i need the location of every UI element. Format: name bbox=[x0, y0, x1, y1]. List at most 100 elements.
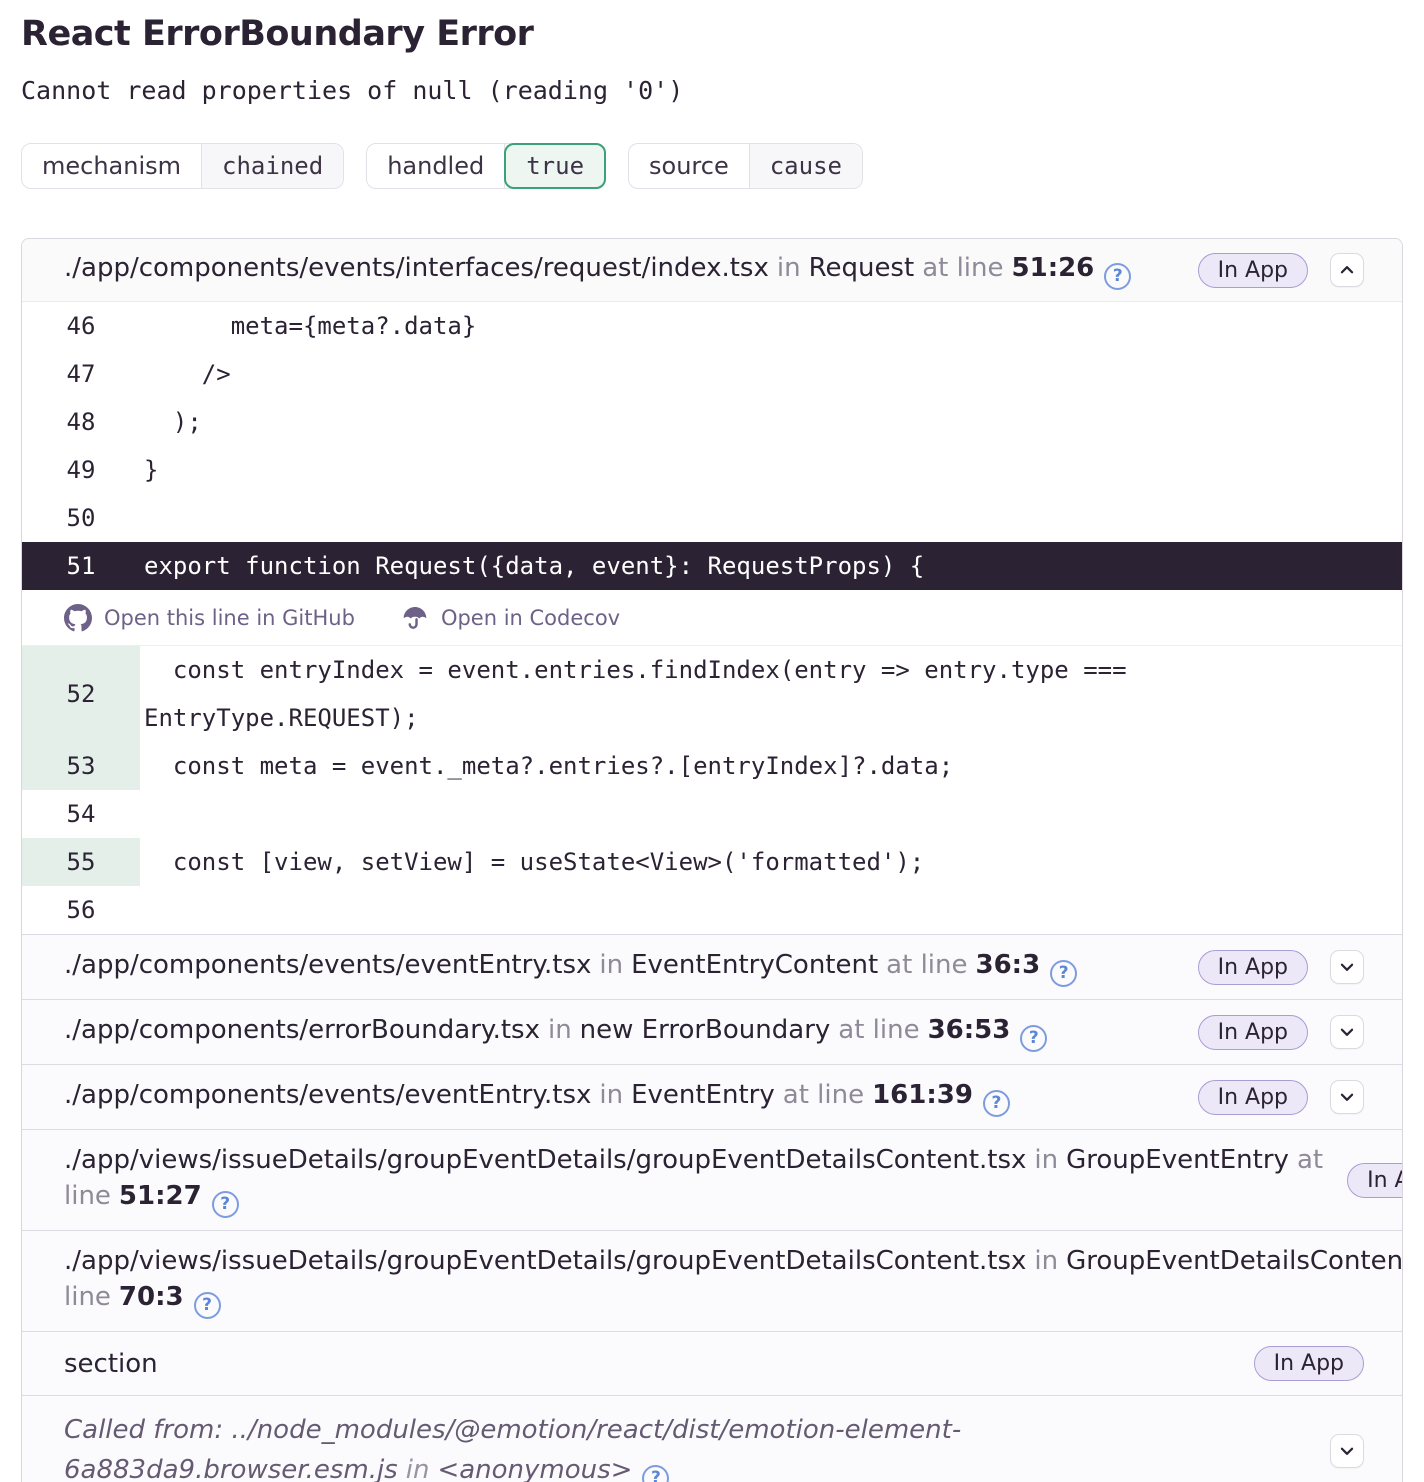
frame-in-label: in bbox=[599, 1080, 624, 1110]
expand-frame-button[interactable] bbox=[1330, 1434, 1364, 1468]
open-in-github-link[interactable]: Open this line in GitHub bbox=[64, 603, 355, 632]
stack-frame-header[interactable]: ./app/components/events/interfaces/reque… bbox=[22, 239, 1402, 302]
code-actions-bar: Open this line in GitHub Open in Codecov bbox=[22, 590, 1402, 646]
page-title: React ErrorBoundary Error bbox=[21, 14, 534, 54]
code-line: 46 meta={meta?.data} bbox=[22, 302, 1402, 350]
expand-frame-button[interactable] bbox=[1330, 950, 1364, 984]
frame-line-number: 70:3 bbox=[118, 1282, 184, 1312]
in-app-badge[interactable]: In App bbox=[1253, 1346, 1364, 1381]
frame-actions: In App bbox=[1197, 949, 1364, 985]
code-text bbox=[140, 790, 160, 838]
frame-actions: In App bbox=[1197, 252, 1364, 288]
frame-atline-label: at line bbox=[922, 253, 1004, 283]
code-line: 48 ); bbox=[22, 398, 1402, 446]
frame-function: GroupEventDetailsContent bbox=[1066, 1246, 1403, 1276]
frame-in-label: in bbox=[405, 1455, 430, 1482]
tag-value: chained bbox=[202, 144, 344, 188]
frame-path: ./app/components/events/interfaces/reque… bbox=[64, 253, 769, 283]
in-app-badge[interactable]: In App bbox=[1197, 1014, 1308, 1050]
expand-frame-button[interactable] bbox=[1330, 1080, 1364, 1114]
line-number: 52 bbox=[22, 646, 140, 742]
collapse-frame-button[interactable] bbox=[1330, 253, 1364, 287]
stack-frame[interactable]: ./app/views/issueDetails/groupEventDetai… bbox=[22, 1129, 1402, 1230]
line-number: 53 bbox=[22, 742, 140, 790]
frame-line-number: 36:3 bbox=[975, 950, 1041, 980]
frame-in-label: in bbox=[1034, 1246, 1059, 1276]
frame-function: Request bbox=[808, 253, 915, 283]
code-line: 56 bbox=[22, 886, 1402, 934]
code-line: 54 bbox=[22, 790, 1402, 838]
frame-in-label: in bbox=[776, 253, 801, 283]
tag-value: true bbox=[504, 143, 607, 189]
frame-atline-label: at line bbox=[64, 1145, 1324, 1211]
line-number: 46 bbox=[66, 312, 96, 340]
frame-in-label: in bbox=[1034, 1145, 1059, 1175]
code-text: const entryIndex = event.entries.findInd… bbox=[144, 656, 1127, 732]
help-icon[interactable]: ? bbox=[1104, 263, 1132, 290]
chevron-up-icon bbox=[1340, 266, 1354, 274]
in-app-badge[interactable]: In App bbox=[1197, 252, 1308, 288]
tag-value: cause bbox=[749, 144, 862, 188]
code-text: meta={meta?.data} bbox=[144, 312, 477, 340]
frame-path: ./app/components/events/eventEntry.tsx bbox=[64, 1080, 592, 1110]
frame-in-label: in bbox=[547, 1015, 572, 1045]
in-app-badge[interactable]: In App bbox=[1197, 1079, 1308, 1115]
help-icon[interactable]: ? bbox=[1020, 1025, 1048, 1052]
called-from-frame[interactable]: Called from: ../node_modules/@emotion/re… bbox=[22, 1395, 1402, 1482]
stack-frame[interactable]: ./app/components/errorBoundary.tsx in new … bbox=[22, 999, 1402, 1064]
frame-title: ./app/components/errorBoundary.tsx in new … bbox=[64, 1012, 1198, 1052]
code-line-highlighted: 53 const meta = event._meta?.entries?.[e… bbox=[22, 742, 1402, 790]
section-label: section bbox=[64, 1348, 158, 1379]
frame-line-number: 36:53 bbox=[927, 1015, 1011, 1045]
code-text: export function Request({data, event}: R… bbox=[144, 552, 925, 580]
code-line: 47 /> bbox=[22, 350, 1402, 398]
expand-frame-button[interactable] bbox=[1330, 1015, 1364, 1049]
open-in-codecov-link[interactable]: Open in Codecov bbox=[401, 604, 620, 632]
frame-path: ./app/views/issueDetails/groupEventDetai… bbox=[64, 1145, 1027, 1175]
in-app-badge[interactable]: In App bbox=[1197, 949, 1308, 985]
frame-title: ./app/views/issueDetails/groupEventDetai… bbox=[64, 1243, 1403, 1319]
called-from-path: ../node_modules/@emotion/react/dist/emot… bbox=[64, 1415, 962, 1482]
github-icon bbox=[64, 603, 92, 631]
stack-frame[interactable]: ./app/components/events/eventEntry.tsx in… bbox=[22, 1064, 1402, 1129]
frame-path: ./app/components/errorBoundary.tsx bbox=[64, 1015, 540, 1045]
chevron-down-icon bbox=[1340, 1028, 1354, 1036]
frame-atline-label: at line bbox=[838, 1015, 920, 1045]
stack-frame[interactable]: ./app/views/issueDetails/groupEventDetai… bbox=[22, 1230, 1402, 1331]
help-icon[interactable]: ? bbox=[211, 1191, 239, 1218]
frame-atline-label: at line bbox=[886, 950, 968, 980]
code-line-highlighted: 52 const entryIndex = event.entries.find… bbox=[22, 646, 1402, 742]
frame-title: ./app/components/events/eventEntry.tsx in… bbox=[64, 1077, 1198, 1117]
chevron-down-icon bbox=[1340, 963, 1354, 971]
frame-line-number: 161:39 bbox=[872, 1080, 973, 1110]
in-app-badge[interactable]: In App bbox=[1347, 1162, 1402, 1198]
frame-title: ./app/components/events/interfaces/reque… bbox=[64, 250, 1198, 290]
help-icon[interactable]: ? bbox=[193, 1292, 221, 1319]
frame-function: EventEntry bbox=[631, 1080, 775, 1110]
frame-line-number: 51:26 bbox=[1011, 253, 1095, 283]
called-from-function: <anonymous> bbox=[437, 1455, 633, 1482]
frame-actions: In App bbox=[1347, 1162, 1402, 1198]
open-in-codecov-label: Open in Codecov bbox=[440, 605, 621, 630]
code-line-highlighted: 55 const [view, setView] = useState<View… bbox=[22, 838, 1402, 886]
stack-frame[interactable]: ./app/components/events/eventEntry.tsx in… bbox=[22, 934, 1402, 999]
called-from-text: Called from: ../node_modules/@emotion/re… bbox=[64, 1410, 1330, 1482]
tag-mechanism[interactable]: mechanism chained bbox=[21, 143, 345, 189]
tag-key: mechanism bbox=[22, 144, 203, 188]
line-number: 48 bbox=[66, 408, 96, 436]
frame-path: ./app/views/issueDetails/groupEventDetai… bbox=[64, 1246, 1027, 1276]
code-line: 49} bbox=[22, 446, 1402, 494]
line-number: 56 bbox=[66, 896, 96, 924]
frame-actions: In App bbox=[1197, 1014, 1364, 1050]
chevron-down-icon bbox=[1340, 1093, 1354, 1101]
frame-title: ./app/components/events/eventEntry.tsx in… bbox=[64, 947, 1198, 987]
frame-actions bbox=[1330, 1434, 1364, 1468]
help-icon[interactable]: ? bbox=[642, 1465, 670, 1482]
frame-function: new ErrorBoundary bbox=[579, 1015, 831, 1045]
code-text bbox=[140, 494, 160, 542]
help-icon[interactable]: ? bbox=[1050, 960, 1078, 987]
help-icon[interactable]: ? bbox=[982, 1090, 1010, 1117]
tag-source[interactable]: source cause bbox=[628, 143, 863, 189]
tag-handled[interactable]: handled true bbox=[366, 143, 607, 189]
line-number: 50 bbox=[66, 504, 96, 532]
